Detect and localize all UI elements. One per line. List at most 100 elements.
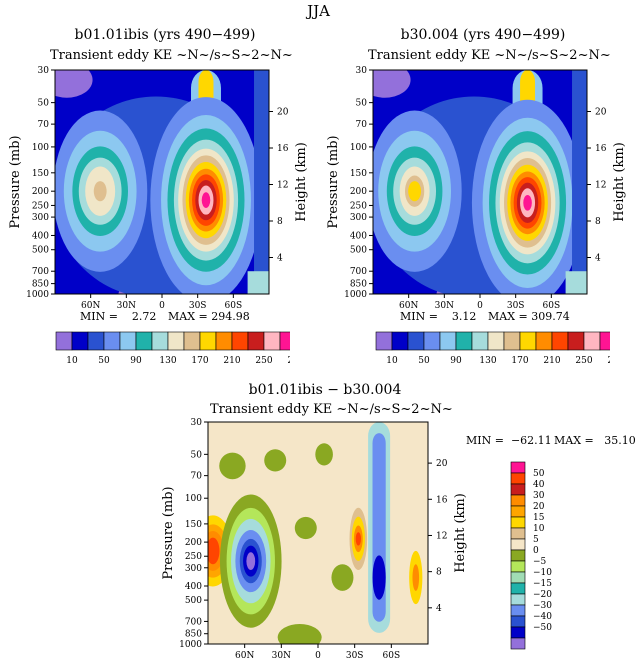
y-right-tick-label: 12	[595, 180, 606, 190]
contour-band	[355, 532, 361, 546]
x-tick-label: 30N	[435, 301, 454, 311]
colorbar-label: 210	[543, 356, 560, 366]
y-tick-label: 700	[185, 617, 202, 627]
y-axis-label: Pressure (mb)	[161, 486, 176, 579]
y-tick-label: 400	[350, 231, 367, 241]
colorbar-swatch	[167, 331, 185, 351]
colorbar-label: −50	[533, 623, 552, 633]
y-tick-label: 50	[38, 99, 50, 109]
y-right-tick-label: 16	[277, 144, 289, 154]
colorbar-swatch	[55, 331, 73, 351]
contour-band	[572, 70, 587, 294]
colorbar-swatch	[119, 331, 137, 351]
contour-band	[331, 564, 354, 591]
colorbar-label: 10	[533, 524, 545, 534]
panel3-subtitle: Transient eddy KE ~N~/s~S~2~N~	[210, 402, 453, 417]
contour-band	[315, 443, 333, 466]
colorbar-swatch	[510, 505, 526, 518]
y-right-axis-label: Height (km)	[453, 493, 468, 573]
colorbar-swatch	[487, 331, 505, 351]
colorbar-label: 30	[533, 491, 545, 501]
y-tick-label: 300	[350, 213, 367, 223]
y-tick-label: 400	[185, 582, 202, 592]
x-tick-label: 0	[159, 301, 165, 311]
colorbar-label: −5	[533, 557, 547, 567]
colorbar-label: 50	[418, 356, 430, 366]
panel3-min-label: MIN = −62.11	[466, 434, 552, 447]
colorbar-swatch	[439, 331, 457, 351]
x-tick-label: 0	[315, 651, 321, 661]
colorbar-swatch	[279, 331, 290, 351]
x-tick-label: 0	[477, 301, 483, 311]
colorbar-label: 40	[533, 480, 545, 490]
colorbar-label: 130	[479, 356, 496, 366]
colorbar-label: −20	[533, 590, 552, 600]
y-tick-label: 200	[32, 187, 49, 197]
panel3-title: b01.01ibis − b30.004	[248, 382, 402, 398]
y-right-tick-label: 4	[436, 604, 442, 614]
y-tick-label: 70	[356, 120, 368, 130]
contour-band	[277, 624, 322, 644]
colorbar-label: −30	[533, 601, 552, 611]
x-tick-label: 60N	[399, 301, 418, 311]
contour-field	[55, 70, 269, 294]
y-tick-label: 250	[185, 552, 202, 562]
colorbar-label: 250	[575, 356, 592, 366]
colorbar-label: 50	[533, 469, 545, 479]
colorbar-swatch	[199, 331, 217, 351]
y-tick-label: 200	[185, 538, 202, 548]
colorbar-swatch	[551, 331, 569, 351]
y-right-tick-label: 20	[436, 459, 448, 469]
contour-field	[373, 70, 587, 294]
colorbar-swatch	[510, 527, 526, 540]
colorbar-swatch	[471, 331, 489, 351]
y-tick-label: 700	[32, 267, 49, 277]
y-tick-label: 250	[32, 201, 49, 211]
colorbar-swatch	[583, 331, 601, 351]
colorbar-label: 130	[159, 356, 176, 366]
y-right-axis-label: Height (km)	[294, 142, 309, 222]
contour-band	[93, 181, 107, 202]
x-tick-label: 30N	[117, 301, 136, 311]
y-tick-label: 150	[350, 169, 367, 179]
y-tick-label: 1000	[344, 290, 367, 300]
y-tick-label: 150	[32, 169, 49, 179]
y-right-tick-label: 4	[277, 253, 283, 263]
x-tick-label: 60S	[383, 651, 401, 661]
y-tick-label: 100	[32, 143, 49, 153]
colorbar-swatch	[183, 331, 201, 351]
y-tick-label: 30	[38, 66, 50, 76]
colorbar-label: −40	[533, 612, 552, 622]
colorbar-swatch	[407, 331, 425, 351]
contour-field	[208, 422, 428, 644]
panel2-subtitle: Transient eddy KE ~N~/s~S~2~N~	[368, 48, 611, 63]
y-right-tick-label: 8	[436, 568, 442, 578]
colorbar-label: 10	[386, 356, 398, 366]
x-tick-label: 60S	[225, 301, 243, 311]
x-tick-label: 30S	[189, 301, 207, 311]
colorbar-swatch	[567, 331, 585, 351]
colorbar-swatch	[510, 593, 526, 606]
y-tick-label: 700	[350, 267, 367, 277]
contour-band	[523, 194, 532, 211]
x-tick-label: 60N	[81, 301, 100, 311]
colorbar-label: −10	[533, 568, 552, 578]
contour-band	[247, 271, 269, 294]
y-right-tick-label: 12	[277, 180, 288, 190]
contour-band	[208, 537, 220, 565]
contour-band	[264, 449, 287, 472]
y-tick-label: 70	[38, 120, 50, 130]
y-right-tick-label: 16	[436, 495, 448, 505]
contour-band	[201, 192, 211, 208]
y-tick-label: 500	[32, 246, 49, 256]
panel2-colorbar: 10 50 90 130 170 210 250 290	[375, 331, 610, 366]
contour-band	[372, 555, 386, 600]
y-tick-label: 500	[350, 246, 367, 256]
y-right-tick-label: 8	[595, 217, 601, 227]
y-tick-label: 850	[32, 280, 49, 290]
y-tick-label: 400	[32, 231, 49, 241]
colorbar-swatch	[247, 331, 265, 351]
colorbar-label: 90	[130, 356, 142, 366]
y-tick-label: 70	[191, 472, 203, 482]
